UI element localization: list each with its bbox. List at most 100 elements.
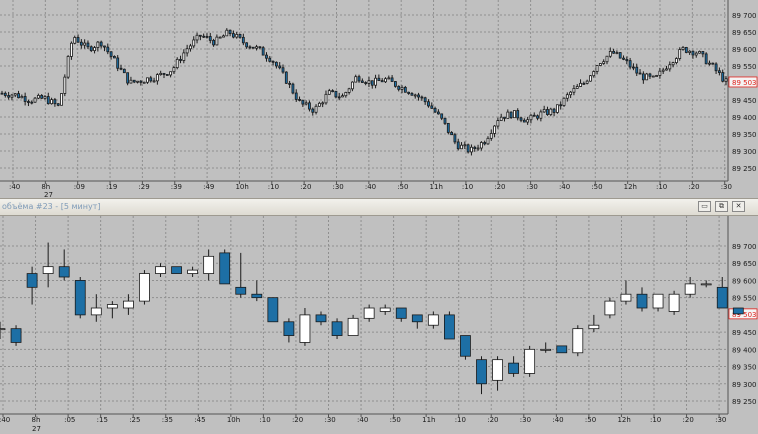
- candle-body: [513, 110, 516, 119]
- candle-body: [539, 111, 543, 119]
- candle-body: [516, 110, 520, 119]
- candle-body: [219, 252, 231, 285]
- price-tick-label: 89 400: [732, 346, 757, 354]
- candle-body: [668, 64, 672, 70]
- candle-body: [456, 141, 460, 150]
- candle-body: [585, 80, 589, 84]
- candle-body: [30, 101, 34, 104]
- top-chart-panel[interactable]: 89 700 89 650 89 600 89 550 89 450 89 400 89 3…: [0, 0, 758, 198]
- candle-body: [499, 116, 503, 121]
- candle-body: [23, 96, 27, 102]
- candle-body: [321, 102, 325, 105]
- time-tick-label: 12h: [617, 416, 630, 424]
- candle-body: [440, 113, 444, 119]
- price-tick-label: 89 700: [732, 12, 757, 20]
- time-tick-label: :40: [9, 183, 20, 191]
- price-tick-label: 89 550: [732, 295, 757, 303]
- candle-body: [466, 144, 470, 153]
- candle-body: [288, 82, 292, 85]
- bottom-window-title: объёма #23 - [5 минут]: [2, 202, 101, 211]
- candle-body: [423, 97, 427, 103]
- candle-body: [625, 58, 629, 62]
- time-tick-label: :05: [64, 416, 75, 424]
- candle-body: [347, 88, 351, 93]
- candle-body: [113, 56, 116, 59]
- candle-body: [732, 307, 744, 315]
- candle-body: [648, 73, 652, 77]
- candle-body: [90, 307, 102, 316]
- minimize-button[interactable]: ▭: [698, 201, 711, 212]
- candle-body: [556, 345, 568, 354]
- price-tick-label: 89 450: [732, 97, 757, 105]
- candle-body: [370, 80, 374, 86]
- candle-body: [503, 116, 506, 119]
- candle-body: [641, 73, 645, 81]
- candle-body: [185, 48, 189, 54]
- bottom-chart-panel[interactable]: 89 700 89 650 89 600 89 550 89 450 89 400 89 3…: [0, 216, 758, 434]
- time-tick-label: :10: [455, 416, 466, 424]
- time-tick-label: :50: [591, 183, 602, 191]
- candle-body: [7, 95, 11, 98]
- candle-body: [661, 69, 665, 72]
- candle-body: [717, 70, 721, 73]
- candle-body: [132, 79, 136, 83]
- close-button[interactable]: ✕: [732, 201, 745, 212]
- candle-body: [351, 81, 354, 90]
- candle-body: [632, 66, 635, 69]
- price-tick-label: 89 450: [732, 329, 757, 337]
- candle-body: [189, 45, 192, 50]
- candle-body: [420, 96, 424, 99]
- time-tick-label: :10: [268, 183, 279, 191]
- candle-body: [552, 108, 556, 113]
- candle-body: [671, 62, 675, 66]
- candle-body: [681, 47, 685, 50]
- candle-body: [489, 133, 493, 139]
- candle-body: [341, 95, 344, 98]
- candle-body: [195, 34, 199, 41]
- candle-body: [208, 36, 212, 41]
- candle-body: [126, 72, 130, 84]
- time-tick-label: 10h: [235, 183, 248, 191]
- candle-body: [20, 96, 24, 99]
- candle-body: [43, 96, 47, 99]
- candle-body: [598, 63, 602, 66]
- bottom-window-titlebar[interactable]: объёма #23 - [5 минут] ▭ ⧉ ✕: [0, 198, 758, 216]
- candle-body: [251, 293, 263, 299]
- candle-body: [698, 51, 701, 54]
- restore-button[interactable]: ⧉: [715, 201, 728, 212]
- candle-body: [17, 93, 20, 99]
- candle-body: [155, 74, 159, 82]
- candle-body: [139, 80, 143, 83]
- candle-body: [721, 72, 725, 82]
- time-tick-label: :45: [194, 416, 205, 424]
- candle-body: [443, 314, 455, 340]
- candle-body: [380, 80, 384, 83]
- candle-body: [3, 92, 7, 96]
- candle-body: [450, 132, 454, 136]
- candle-body: [304, 102, 308, 105]
- candle-body: [251, 46, 255, 49]
- candle-body: [519, 117, 523, 121]
- candle-body: [202, 35, 206, 38]
- candle-body: [411, 314, 423, 323]
- candle-body: [74, 280, 86, 316]
- candle-body: [334, 90, 338, 98]
- candle-body: [40, 95, 44, 99]
- top-candlestick-chart[interactable]: 89 700 89 650 89 600 89 550 89 450 89 400 89 3…: [0, 0, 758, 198]
- candle-body: [665, 68, 668, 71]
- candle-body: [622, 57, 625, 60]
- candle-body: [377, 77, 381, 82]
- candle-body: [171, 266, 182, 274]
- candle-body: [129, 79, 133, 84]
- candle-body: [403, 86, 407, 93]
- bottom-candlestick-chart[interactable]: 89 700 89 650 89 600 89 550 89 450 89 400 89 3…: [0, 216, 758, 434]
- candle-body: [123, 300, 134, 309]
- candle-body: [691, 50, 695, 56]
- candle-body: [387, 77, 391, 80]
- candle-body: [337, 96, 341, 99]
- time-tick-label: :40: [0, 416, 10, 424]
- price-tick-label: 89 300: [732, 381, 757, 389]
- candle-body: [400, 86, 404, 90]
- candle-body: [308, 102, 311, 110]
- candle-body: [255, 46, 258, 49]
